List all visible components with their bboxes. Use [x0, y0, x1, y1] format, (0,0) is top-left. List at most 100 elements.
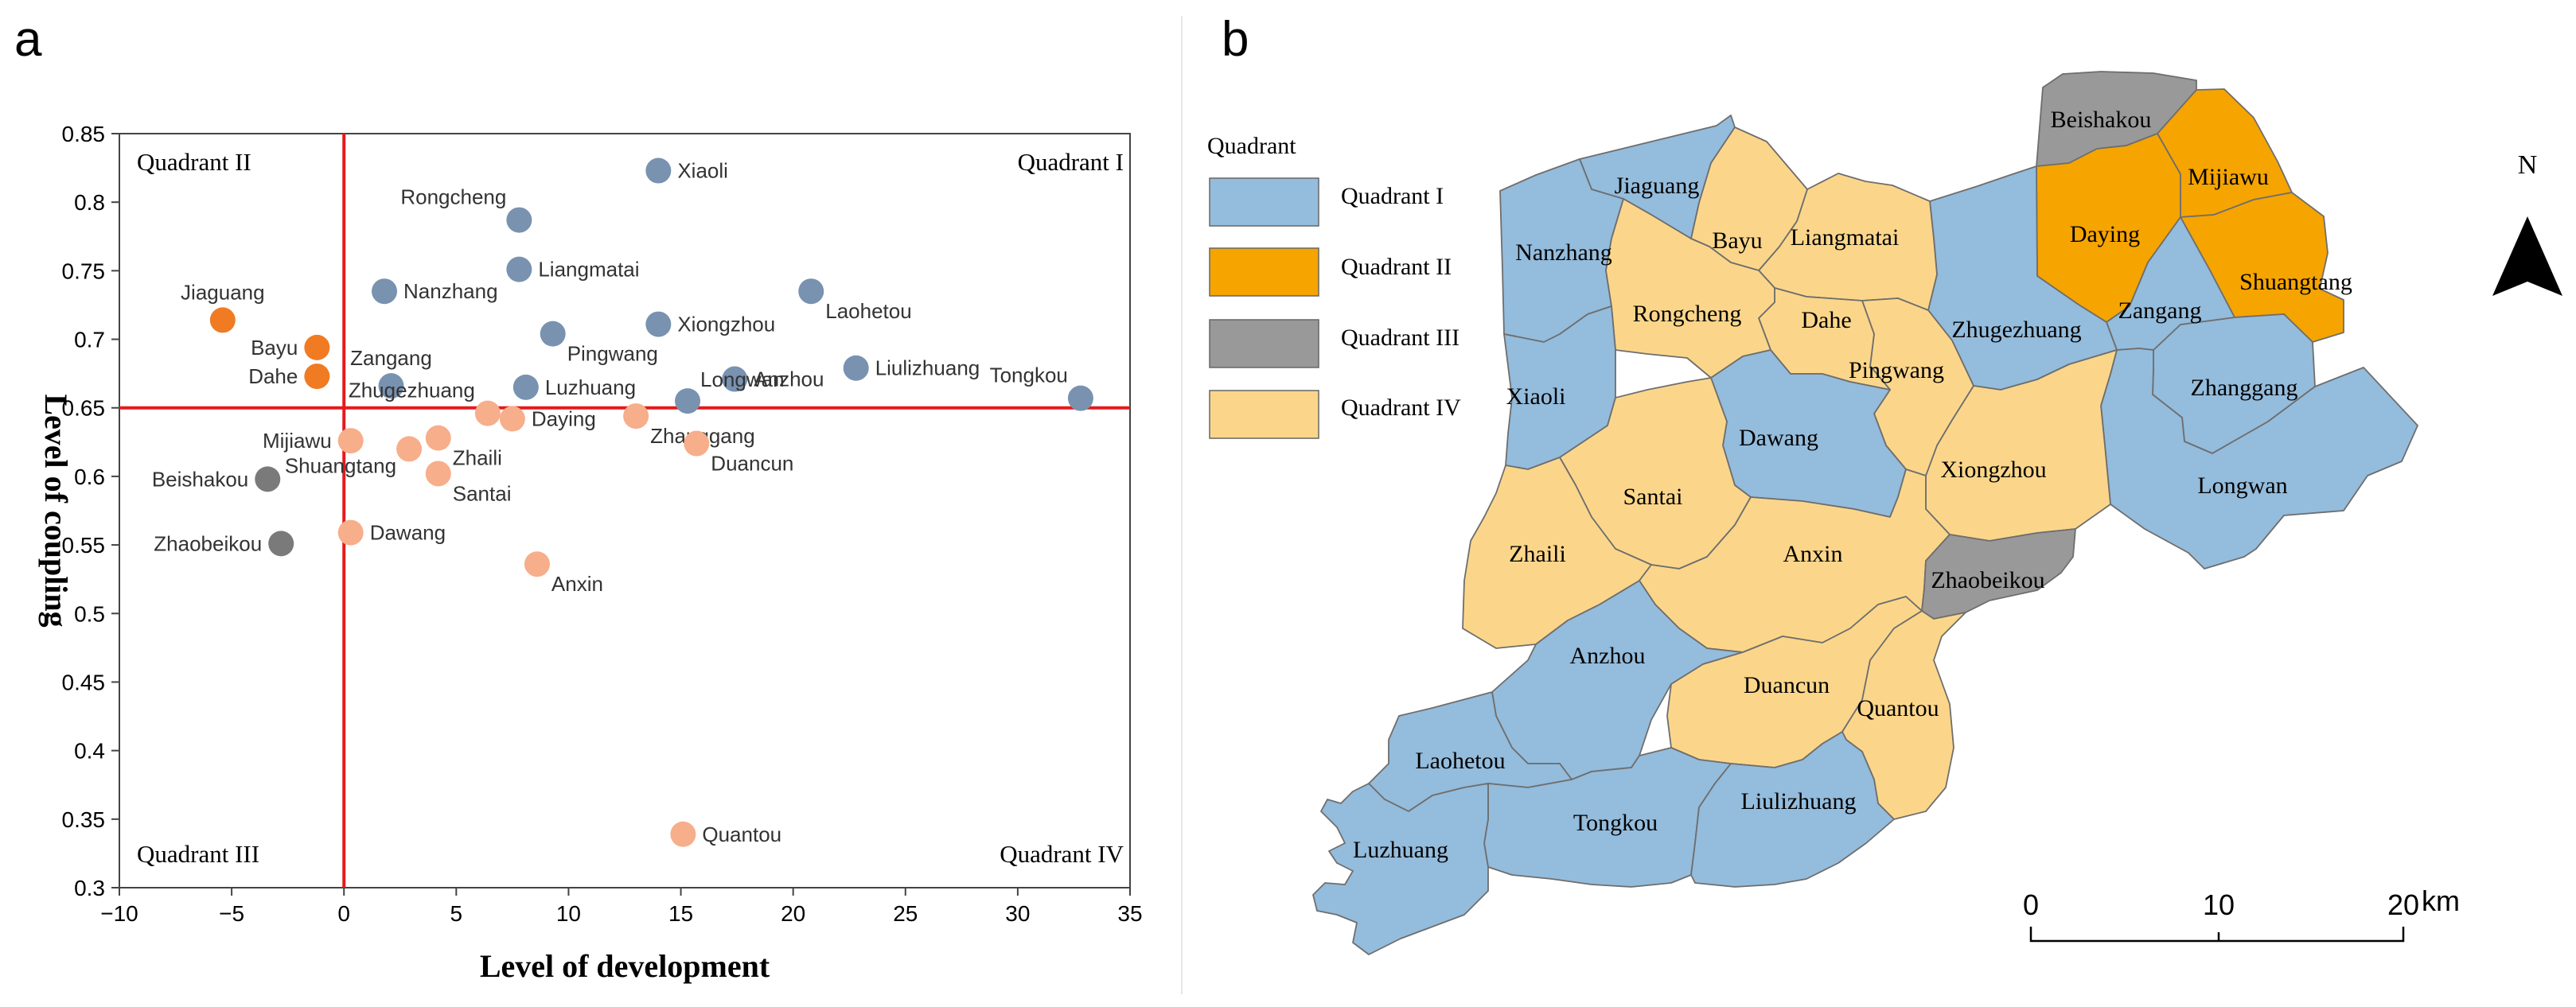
point-nanzhang: [372, 278, 398, 305]
y-tick-label: 0.8: [74, 190, 105, 215]
region-longwan: [2100, 348, 2418, 570]
point-laohetou: [798, 278, 824, 305]
point-label-anzhou: Anzhou: [754, 367, 824, 391]
y-tick-label: 0.35: [62, 807, 106, 832]
map-label-quantou: Quantou: [1857, 695, 1939, 721]
map-label-nanzhang: Nanzhang: [1515, 239, 1612, 266]
legend-label-q1: Quadrant I: [1341, 183, 1444, 209]
map-label-mijiawu: Mijiawu: [2188, 164, 2269, 190]
x-tick-label: 5: [450, 901, 463, 926]
map-label-rongcheng: Rongcheng: [1633, 301, 1742, 327]
map-label-santai: Santai: [1623, 484, 1683, 510]
x-tick-label: 25: [893, 901, 918, 926]
panel-b: b Quadrant Quadrant I Quadrant II Quadra…: [1207, 12, 2562, 955]
map-label-xiaoli: Xiaoli: [1506, 383, 1566, 410]
scale-unit: km: [2422, 885, 2460, 917]
legend-label-q4: Quadrant IV: [1341, 395, 1461, 421]
scatter-plot: −10 −5 0 5 10 15 20 25 30 35 0.3 0.35 0.4 0.45 0.5 0.5…: [38, 122, 1143, 984]
point-label-duancun: Duancun: [711, 452, 793, 476]
point-zhaobeikou: [268, 531, 294, 557]
point-shuangtang: [396, 436, 423, 462]
point-liulizhuang: [843, 355, 869, 381]
scale-tick-0: 0: [2023, 888, 2039, 921]
map-label-dahe: Dahe: [1801, 307, 1851, 333]
map-label-shuangtang: Shuangtang: [2239, 269, 2352, 295]
point-label-shuangtang: Shuangtang: [285, 453, 396, 477]
y-tick-label: 0.85: [62, 122, 106, 146]
x-tick-label: 20: [781, 901, 805, 926]
map-legend: Quadrant Quadrant I Quadrant II Quadrant…: [1207, 133, 1461, 439]
point-label-zhaili: Zhaili: [453, 446, 502, 470]
map-label-jiaguang: Jiaguang: [1615, 173, 1700, 199]
point-santai: [425, 461, 451, 487]
point-anxin: [524, 551, 550, 577]
north-label: N: [2518, 150, 2538, 180]
y-tick-label: 0.3: [74, 876, 105, 900]
point-label-zhaobeikou: Zhaobeikou: [154, 531, 262, 555]
point-dahe: [304, 364, 330, 390]
quadrant-label-4: Quadrant IV: [1000, 840, 1124, 868]
point-mijiawu: [337, 428, 364, 454]
point-pingwang: [540, 321, 566, 347]
x-tick-label: −5: [219, 901, 244, 926]
county-map: [1312, 71, 2418, 955]
data-points: Xiaoli Rongcheng Liangmatai Nanzhang Laoheto…: [152, 157, 1093, 847]
point-label-dahe: Dahe: [248, 364, 298, 388]
panel-a: a −10 −5 0 5 10 15 20 25 30 35 0.30.350.40.450.50…: [14, 12, 1143, 984]
map-label-zangang: Zangang: [2118, 297, 2202, 324]
y-axis-label: Level of coupling: [38, 394, 74, 627]
map-label-liulizhuang: Liulizhuang: [1741, 788, 1857, 815]
legend-title: Quadrant: [1207, 133, 1296, 159]
point-label-liulizhuang: Liulizhuang: [875, 356, 980, 380]
point-xiaoli: [645, 157, 672, 184]
point-duancun: [684, 430, 710, 457]
point-beishakou: [255, 466, 281, 492]
point-liangmatai: [506, 256, 532, 282]
point-xiongzhou: [645, 311, 672, 337]
point-label-nanzhang: Nanzhang: [403, 279, 498, 303]
map-label-dawang: Dawang: [1739, 425, 1818, 451]
map-label-anzhou: Anzhou: [1570, 643, 1646, 669]
scale-bar: 0 10 20 km: [2023, 885, 2460, 943]
x-ticks: −10 −5 0 5 10 15 20 25 30 35: [100, 888, 1143, 926]
point-label-santai: Santai: [453, 481, 512, 505]
quadrant-label-1: Quadrant I: [1018, 148, 1124, 176]
scale-bar-line: [2029, 927, 2405, 943]
point-label-luzhuang: Luzhuang: [545, 375, 636, 399]
point-longwan: [675, 388, 701, 414]
legend-swatch-q4: [1209, 390, 1319, 439]
panel-b-label: b: [1222, 12, 1249, 67]
x-tick-label: 30: [1005, 901, 1030, 926]
map-label-zhaobeikou: Zhaobeikou: [1931, 567, 2044, 593]
map-label-anxin: Anxin: [1783, 541, 1843, 567]
map-label-longwan: Longwan: [2197, 472, 2287, 499]
map-label-laohetou: Laohetou: [1415, 748, 1505, 774]
legend-label-q2: Quadrant II: [1341, 254, 1452, 280]
map-label-daying: Daying: [2070, 221, 2140, 247]
point-label-dawang: Dawang: [370, 521, 446, 545]
plot-area: [119, 133, 1131, 888]
point-label-tongkou: Tongkou: [990, 364, 1068, 387]
y-tick-label: 0.55: [62, 533, 106, 558]
point-label-bayu: Bayu: [251, 336, 298, 360]
map-label-beishakou: Beishakou: [2051, 107, 2152, 133]
y-tick-label: 0.6: [74, 465, 105, 489]
y-tick-label: 0.65: [62, 396, 106, 421]
x-axis-label: Level of development: [480, 948, 770, 984]
x-tick-label: −10: [100, 901, 138, 926]
point-label-mijiawu: Mijiawu: [263, 429, 332, 453]
point-label-longwan: Longwan: [700, 367, 785, 391]
map-label-zhaili: Zhaili: [1509, 541, 1566, 567]
point-bayu: [304, 334, 330, 360]
point-label-anxin: Anxin: [551, 572, 603, 596]
map-label-xiongzhou: Xiongzhou: [1940, 457, 2046, 483]
map-region-labels: Beishakou Jiaguang Bayu Dahe Liangmatai …: [1353, 107, 2352, 863]
region-liulizhuang: [1690, 731, 1895, 888]
point-dawang: [337, 519, 364, 546]
legend-swatch-q3: [1209, 319, 1319, 368]
point-label-liangmatai: Liangmatai: [538, 258, 639, 282]
point-label-xiongzhou: Xiongzhou: [677, 313, 775, 336]
y-tick-label: 0.7: [74, 328, 105, 352]
point-luzhuang: [512, 374, 539, 400]
point-label-jiaguang: Jiaguang: [181, 280, 265, 304]
